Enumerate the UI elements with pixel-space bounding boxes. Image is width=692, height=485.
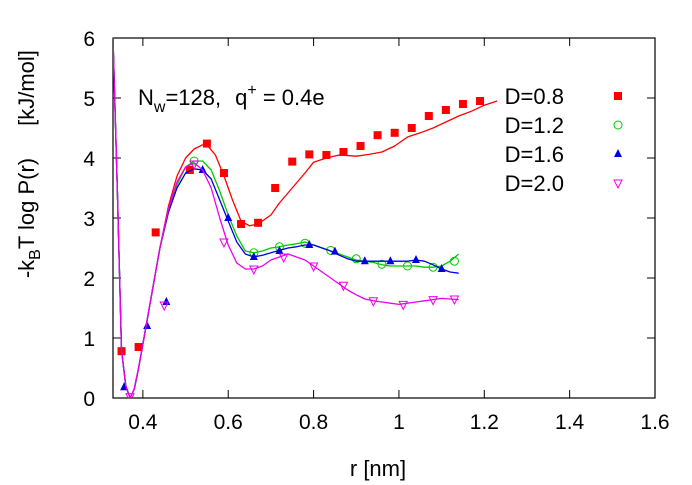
data-point (424, 112, 433, 120)
y-tick-label: 0 (83, 388, 95, 411)
x-tick-label: 1.4 (555, 411, 585, 434)
data-point (151, 228, 160, 237)
annotation-q-sup: + (247, 82, 256, 99)
data-point (390, 128, 399, 137)
data-point (398, 300, 409, 311)
x-tick-label: 1 (393, 411, 405, 434)
y-tick-label: 2 (83, 268, 95, 291)
legend-marker (614, 92, 622, 100)
data-point (386, 256, 395, 265)
y-axis-unit: [kJ/mol] (14, 50, 39, 126)
data-point (351, 254, 361, 264)
axis-ticks: 0.4 0.6 0.8 1 1.2 1.4 1.6 0 1 2 3 4 5 6 (83, 28, 669, 434)
data-point (134, 343, 143, 351)
y-axis-label-suffix: T log P(r) (14, 158, 39, 249)
data-point (330, 246, 339, 255)
x-tick-label: 0.4 (128, 411, 158, 434)
x-tick-label: 0.6 (214, 411, 243, 434)
legend: D=0.8 D=1.2 D=1.6 D=2.0 (505, 84, 623, 196)
data-point (373, 131, 382, 140)
data-point (428, 296, 438, 306)
x-axis-label: r [nm] (350, 456, 406, 481)
data-point (143, 321, 152, 329)
data-point (402, 261, 412, 271)
data-point (407, 124, 416, 132)
legend-marker (613, 120, 623, 130)
data-point (412, 255, 421, 263)
x-tick-label: 1.2 (470, 411, 499, 434)
data-point (237, 220, 246, 228)
y-axis-label: -kBT log P(r) (14, 158, 44, 278)
series-D=2.0 (113, 38, 460, 398)
data-point (476, 97, 485, 105)
annotation-q-value: = 0.4e (257, 85, 325, 110)
data-point (202, 139, 211, 148)
data-point (125, 393, 135, 398)
data-point (249, 265, 259, 276)
data-point (377, 259, 387, 269)
data-point (449, 256, 459, 266)
data-point (189, 160, 199, 171)
y-tick-label: 6 (83, 28, 95, 51)
legend-label: D=2.0 (505, 171, 564, 196)
y-tick-label: 1 (83, 328, 95, 351)
series-layer (113, 38, 498, 398)
data-point (198, 165, 207, 173)
data-point (339, 148, 348, 156)
series-line (113, 38, 459, 398)
legend-label: D=1.6 (505, 142, 564, 167)
y-tick-label: 3 (83, 208, 95, 231)
data-point (360, 256, 369, 265)
annotation-q: q (235, 85, 247, 110)
data-point (224, 213, 233, 221)
data-point (437, 264, 446, 272)
y-axis-label-sub: B (27, 249, 44, 260)
y-tick-label: 4 (83, 148, 95, 171)
x-tick-label: 0.8 (299, 411, 328, 434)
annotation-n: N (138, 85, 154, 110)
data-point (254, 218, 263, 227)
data-point (162, 297, 171, 305)
data-point (449, 295, 460, 306)
x-tick-label: 1.6 (640, 411, 669, 434)
data-point (322, 151, 331, 159)
data-point (219, 169, 228, 177)
legend-marker (614, 149, 622, 157)
annotation-n-sub: w (153, 99, 166, 116)
data-point (219, 238, 229, 249)
data-point (458, 100, 467, 108)
data-point (278, 253, 289, 264)
data-point (275, 246, 284, 254)
data-point (288, 157, 297, 166)
legend-label: D=0.8 (505, 84, 564, 109)
data-point (441, 106, 450, 114)
data-point (338, 281, 349, 292)
data-point (185, 166, 194, 174)
data-point (305, 240, 314, 248)
data-point (305, 150, 314, 159)
y-tick-label: 5 (83, 88, 95, 111)
data-point (368, 297, 379, 307)
data-point (356, 142, 365, 150)
data-point (308, 262, 319, 273)
data-point (249, 252, 258, 260)
annotation-n-value: =128, (165, 85, 221, 110)
legend-marker (613, 179, 623, 190)
data-point (271, 184, 280, 192)
legend-label: D=1.2 (505, 113, 564, 138)
annotation: Nw=128, q+ = 0.4e (138, 82, 325, 116)
data-point (159, 301, 170, 312)
y-axis-label-prefix: -k (14, 259, 39, 278)
